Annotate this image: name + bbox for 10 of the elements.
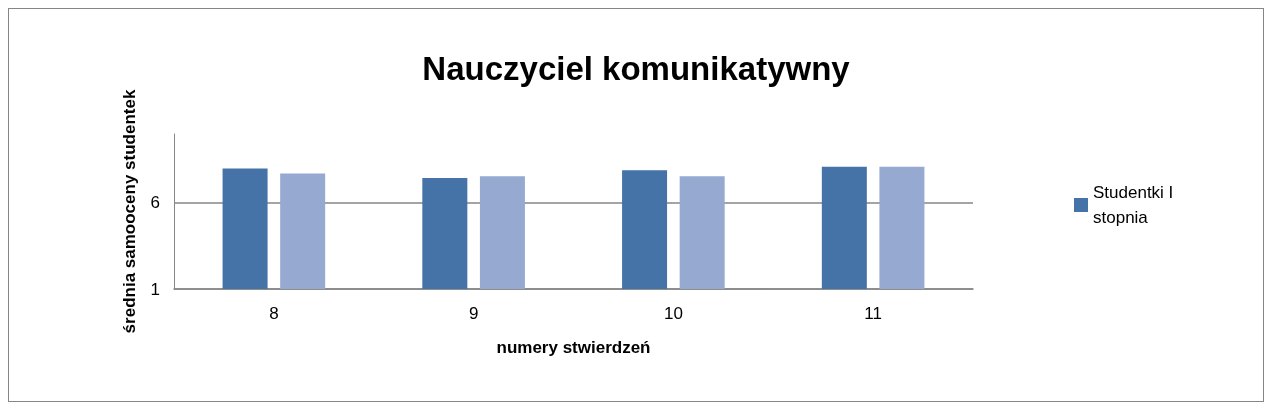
legend-label: Studentki I stopnia	[1093, 183, 1179, 227]
y-axis-title: średnia samooceny studentek	[120, 89, 140, 334]
x-tick-label: 9	[468, 304, 479, 323]
y-tick-label: 6	[150, 193, 160, 213]
y-tick-label: 1	[150, 279, 160, 299]
x-axis-title: numery stwierdzeń	[496, 338, 651, 357]
chart-title: Nauczyciel komunikatywny	[422, 50, 851, 87]
x-tick-label: 11	[864, 304, 882, 323]
x-tick-label: 10	[663, 304, 683, 323]
x-tick-label: 8	[269, 304, 279, 323]
